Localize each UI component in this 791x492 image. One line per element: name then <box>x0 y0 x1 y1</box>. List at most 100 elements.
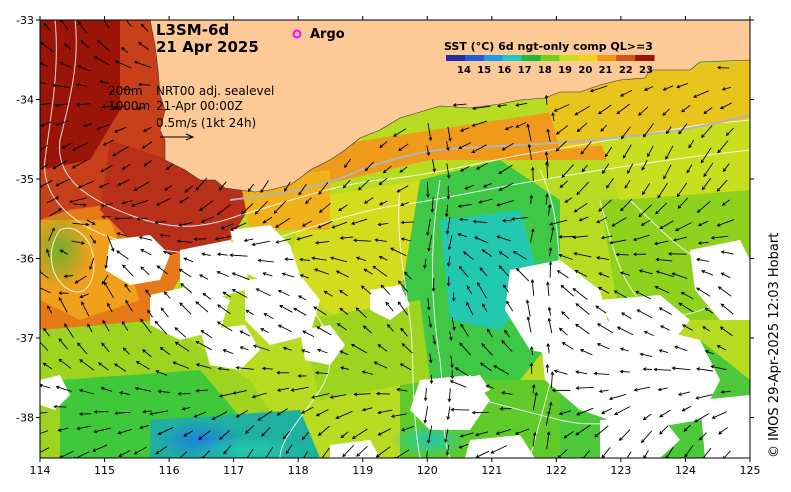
current-arrow-head <box>551 388 556 393</box>
colorbar-swatch <box>616 55 636 61</box>
current-arrow-head <box>137 82 142 87</box>
current-arrow-head <box>696 367 700 371</box>
current-arrow <box>574 202 588 213</box>
current-arrow-head <box>174 327 179 331</box>
current-arrow-head <box>379 144 383 149</box>
current-arrow <box>676 82 689 88</box>
current-arrow <box>157 265 168 275</box>
current-arrow-head <box>390 414 395 418</box>
current-arrow <box>601 235 613 239</box>
current-arrow <box>505 125 514 130</box>
current-arrow <box>658 387 668 391</box>
current-arrow <box>590 85 608 92</box>
current-arrow <box>112 146 129 157</box>
current-arrow-head <box>683 428 688 432</box>
current-arrow-head <box>318 209 323 213</box>
current-arrow <box>453 103 467 106</box>
current-arrow <box>659 409 671 418</box>
current-arrow-head <box>563 435 568 439</box>
current-arrow-head <box>315 412 320 417</box>
current-arrow-head <box>165 166 170 171</box>
current-arrow <box>452 292 455 301</box>
current-arrow-head <box>671 366 676 371</box>
current-arrow <box>40 384 51 389</box>
current-arrow <box>459 342 471 356</box>
current-arrow <box>376 446 391 458</box>
current-arrow <box>55 103 69 106</box>
current-arrow-head <box>530 278 535 283</box>
current-arrow-head <box>398 147 402 152</box>
current-arrow-head <box>124 283 128 288</box>
lon-tick-label: 120 <box>417 464 438 477</box>
current-arrow-head <box>674 227 679 232</box>
current-arrow-head <box>471 149 476 153</box>
current-arrow-head <box>444 213 449 218</box>
current-arrow <box>557 449 568 458</box>
current-arrow <box>363 325 372 334</box>
current-arrow-head <box>458 445 463 449</box>
colorbar-swatch <box>578 55 598 61</box>
current-arrow-head <box>620 271 624 275</box>
current-arrow <box>562 342 574 350</box>
current-arrow-head <box>397 280 402 285</box>
current-arrow-head <box>595 305 600 309</box>
current-arrow-head <box>276 412 281 416</box>
current-arrow <box>316 326 332 336</box>
current-arrow <box>315 240 330 244</box>
current-arrow <box>79 389 94 395</box>
current-arrow-head <box>676 193 681 198</box>
current-arrow <box>496 199 515 206</box>
current-arrow <box>358 179 370 191</box>
current-arrow <box>282 273 295 278</box>
current-arrow <box>219 392 234 397</box>
current-arrow-head <box>479 267 484 271</box>
current-arrow-head <box>575 323 579 328</box>
current-arrow-head <box>59 20 64 23</box>
current-arrow-head <box>616 326 621 330</box>
current-arrow <box>397 388 408 392</box>
current-arrow-head <box>697 241 702 245</box>
current-arrow-head <box>493 365 498 369</box>
current-arrow-head <box>375 454 380 458</box>
current-arrow <box>81 301 90 317</box>
current-arrow-head <box>482 303 486 308</box>
current-arrow-head <box>339 350 344 354</box>
current-arrow <box>142 349 152 358</box>
current-arrow-head <box>102 142 107 146</box>
current-arrow <box>302 432 309 440</box>
current-arrow-head <box>199 274 203 278</box>
current-arrow-head <box>61 145 65 149</box>
current-arrow <box>479 267 488 277</box>
current-arrow <box>446 163 450 178</box>
current-arrow-head <box>393 133 397 137</box>
current-arrow <box>696 287 711 297</box>
current-arrow-head <box>136 217 141 221</box>
current-arrow-head <box>58 296 63 301</box>
current-arrow-head <box>458 265 463 270</box>
current-vectors <box>40 20 735 458</box>
current-arrow-head <box>89 266 93 271</box>
current-arrow-head <box>45 248 50 253</box>
current-arrow <box>364 197 374 204</box>
current-arrow <box>107 303 113 313</box>
current-arrow-head <box>119 391 124 395</box>
current-arrow <box>89 235 96 244</box>
current-arrow-head <box>342 453 346 458</box>
sst-field <box>40 20 750 458</box>
current-arrow <box>705 350 714 355</box>
current-arrow-head <box>138 235 143 240</box>
current-arrow <box>158 390 171 393</box>
current-arrow <box>156 197 172 206</box>
current-arrow-head <box>96 126 101 131</box>
current-arrow <box>516 122 527 128</box>
current-arrow-head <box>423 419 428 424</box>
current-arrow <box>40 62 48 67</box>
current-arrow <box>319 202 331 213</box>
current-arrow <box>164 185 173 191</box>
current-arrow <box>318 182 329 195</box>
current-arrow <box>559 254 573 260</box>
current-arrow <box>83 123 92 127</box>
current-arrow-head <box>443 439 448 444</box>
colorbar-tick-label: 14 <box>457 65 471 76</box>
current-arrow-head <box>526 123 530 128</box>
